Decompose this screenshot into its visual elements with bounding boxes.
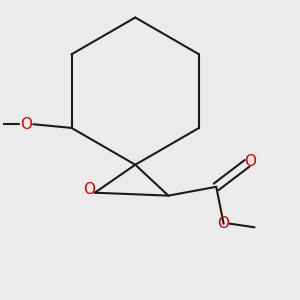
Text: O: O xyxy=(83,182,95,197)
Text: O: O xyxy=(244,154,256,169)
Text: O: O xyxy=(20,117,32,132)
Text: O: O xyxy=(218,216,230,231)
